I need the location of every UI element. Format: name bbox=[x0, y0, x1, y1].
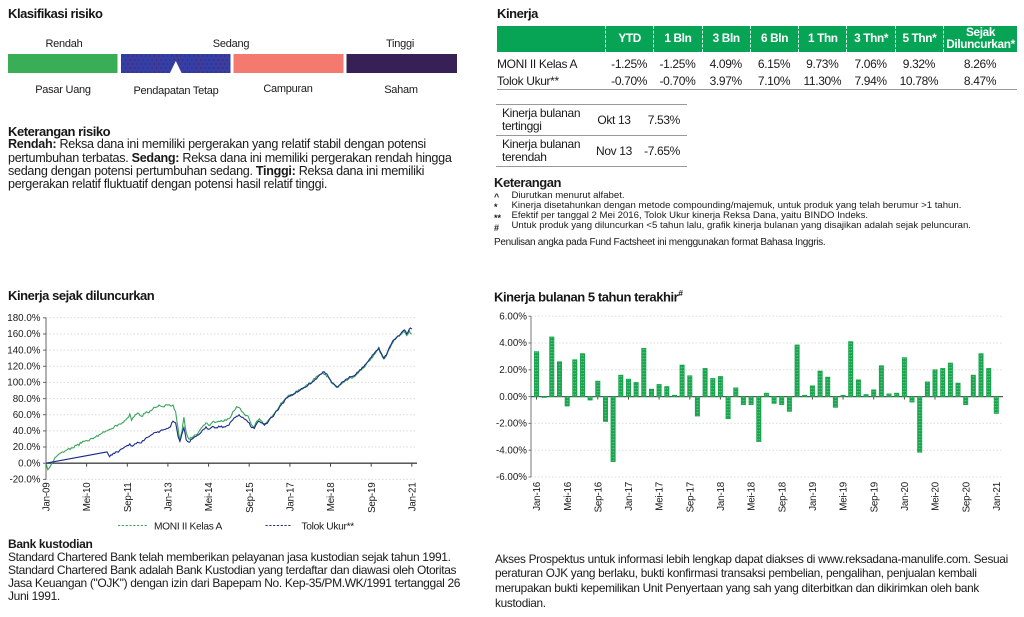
svg-text:Jan-21: Jan-21 bbox=[407, 483, 418, 512]
svg-text:Mei-20: Mei-20 bbox=[931, 481, 942, 510]
svg-text:120.0%: 120.0% bbox=[7, 362, 41, 373]
svg-text:Jan-18: Jan-18 bbox=[716, 481, 727, 511]
svg-text:Jan-21: Jan-21 bbox=[992, 482, 1003, 511]
svg-text:Mei-18: Mei-18 bbox=[747, 481, 758, 510]
svg-text:4.00%: 4.00% bbox=[499, 338, 527, 349]
svg-text:180.0%: 180.0% bbox=[7, 313, 41, 324]
svg-text:Sep-17: Sep-17 bbox=[685, 482, 696, 512]
svg-text:Jan-09: Jan-09 bbox=[42, 483, 53, 512]
svg-text:Sep-20: Sep-20 bbox=[961, 481, 972, 512]
svg-text:Sep-19: Sep-19 bbox=[367, 483, 378, 513]
svg-text:160.0%: 160.0% bbox=[7, 329, 41, 340]
svg-text:60.0%: 60.0% bbox=[13, 410, 41, 421]
svg-text:Sep-15: Sep-15 bbox=[245, 482, 256, 513]
svg-text:Jan-13: Jan-13 bbox=[164, 482, 175, 512]
svg-text:0.0%: 0.0% bbox=[18, 458, 41, 469]
svg-text:Mei-19: Mei-19 bbox=[839, 482, 850, 511]
svg-text:Mei-14: Mei-14 bbox=[204, 482, 215, 511]
svg-text:Tolok Ukur**: Tolok Ukur** bbox=[302, 521, 355, 532]
svg-text:140.0%: 140.0% bbox=[7, 345, 41, 356]
svg-text:Jan-19: Jan-19 bbox=[808, 482, 819, 511]
svg-text:100.0%: 100.0% bbox=[7, 378, 41, 389]
svg-text:Sep-11: Sep-11 bbox=[123, 483, 134, 513]
svg-text:Jan-17: Jan-17 bbox=[624, 482, 635, 511]
svg-text:Jan-16: Jan-16 bbox=[532, 481, 543, 511]
svg-text:MONI II Kelas A: MONI II Kelas A bbox=[154, 521, 222, 532]
svg-text:80.0%: 80.0% bbox=[13, 394, 41, 405]
svg-text:Mei-17: Mei-17 bbox=[655, 482, 666, 511]
svg-text:-4.00%: -4.00% bbox=[496, 445, 527, 456]
svg-text:40.0%: 40.0% bbox=[13, 426, 41, 437]
svg-text:-2.00%: -2.00% bbox=[496, 419, 527, 430]
svg-text:Mei-18: Mei-18 bbox=[326, 482, 337, 511]
svg-text:Mei-10: Mei-10 bbox=[82, 482, 93, 511]
svg-text:Jan-17: Jan-17 bbox=[286, 483, 297, 512]
svg-text:Sep-19: Sep-19 bbox=[869, 482, 880, 512]
svg-text:Mei-16: Mei-16 bbox=[563, 481, 574, 510]
svg-text:20.0%: 20.0% bbox=[13, 442, 41, 453]
svg-text:Sep-16: Sep-16 bbox=[593, 481, 604, 512]
svg-text:-20.0%: -20.0% bbox=[9, 475, 40, 486]
svg-text:2.00%: 2.00% bbox=[499, 365, 527, 376]
svg-text:0.00%: 0.00% bbox=[499, 392, 527, 403]
svg-text:-6.00%: -6.00% bbox=[496, 472, 527, 483]
svg-text:Sep-18: Sep-18 bbox=[777, 481, 788, 512]
svg-text:Jan-20: Jan-20 bbox=[900, 481, 911, 511]
svg-text:6.00%: 6.00% bbox=[499, 311, 527, 322]
